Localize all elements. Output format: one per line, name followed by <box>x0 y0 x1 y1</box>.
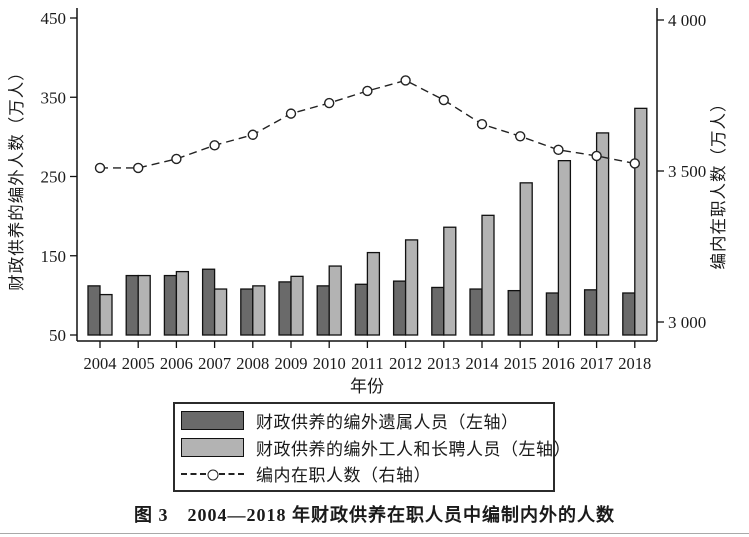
staff-line-point-2006 <box>171 153 182 165</box>
x-tick-label-2014: 2014 <box>466 354 499 373</box>
bar-workers-2018 <box>634 107 648 336</box>
legend: 财政供养的编外遗属人员（左轴） 财政供养的编外工人和长聘人员（左轴） 编内在职人… <box>173 402 571 492</box>
x-tick-label-2012: 2012 <box>389 354 422 373</box>
bar-survivors-2006 <box>163 274 178 336</box>
legend-dashed-line-marker <box>181 469 244 481</box>
x-tick-label-2008: 2008 <box>236 354 269 373</box>
bar-survivors-2017 <box>583 289 598 336</box>
bar-survivors-2009 <box>278 281 292 336</box>
bar-survivors-2008 <box>240 288 254 336</box>
left-axis-tick-label: 450 <box>41 9 67 28</box>
x-tick-label-2013: 2013 <box>427 354 460 373</box>
staff-line-point-2011 <box>362 85 373 97</box>
bar-workers-2012 <box>404 239 419 336</box>
staff-line-point-2017 <box>591 150 602 162</box>
staff-line-point-2004 <box>94 162 106 174</box>
legend-label-survivors: 财政供养的编外遗属人员（左轴） <box>256 412 519 432</box>
bar-survivors-2013 <box>431 286 445 336</box>
staff-line-point-2018 <box>629 158 640 169</box>
staff-line-point-2012 <box>400 75 411 86</box>
staff-line-point-2013 <box>438 94 449 106</box>
legend-swatch-survivors-bar <box>181 410 244 430</box>
bar-survivors-2005 <box>125 274 139 336</box>
bar-workers-2005 <box>137 274 151 336</box>
x-tick-label-2005: 2005 <box>122 354 155 373</box>
right-axis-tick-label: 3 500 <box>668 162 706 181</box>
bar-survivors-2004 <box>87 285 101 336</box>
x-axis-label: 年份 <box>350 377 384 396</box>
legend-label-workers: 财政供养的编外工人和长聘人员（左轴） <box>256 439 571 459</box>
x-tick-label-2010: 2010 <box>313 354 346 373</box>
bar-workers-2010 <box>328 265 342 336</box>
staff-line-point-2014 <box>476 118 488 130</box>
bar-workers-2014 <box>481 214 495 336</box>
right-axis-tick-label: 4 000 <box>668 11 706 30</box>
bar-survivors-2011 <box>354 283 369 336</box>
left-axis-tick-label: 250 <box>41 168 67 187</box>
legend-label-staff-line: 编内在职人数（右轴） <box>256 466 431 486</box>
x-tick-label-2004: 2004 <box>84 354 117 373</box>
bar-workers-2006 <box>175 270 190 336</box>
bar-survivors-2016 <box>545 292 560 336</box>
staff-line-point-2005 <box>132 162 144 174</box>
bar-survivors-2010 <box>316 285 330 336</box>
x-tick-label-2015: 2015 <box>504 354 537 373</box>
bar-workers-2011 <box>366 251 381 336</box>
x-tick-label-2006: 2006 <box>160 354 193 373</box>
bar-survivors-2018 <box>622 292 636 336</box>
staff-line-point-2015 <box>515 131 526 142</box>
x-tick-label-2011: 2011 <box>351 354 383 373</box>
right-axis-tick-label: 3 000 <box>668 313 706 332</box>
bar-survivors-2014 <box>469 288 483 336</box>
legend-item-staff-line: 编内在职人数（右轴） <box>181 461 553 486</box>
bar-survivors-2015 <box>507 289 521 336</box>
staff-line-point-2016 <box>553 144 564 156</box>
x-tick-label-2007: 2007 <box>198 354 231 373</box>
left-axis-tick-label: 350 <box>41 88 67 107</box>
staff-line-point-2010 <box>324 97 335 109</box>
bar-workers-2013 <box>443 226 457 336</box>
bar-workers-2017 <box>595 132 610 336</box>
bar-survivors-2012 <box>392 280 407 336</box>
left-axis-tick-label: 50 <box>49 326 66 345</box>
left-axis-tick-label: 150 <box>41 247 67 266</box>
x-tick-label-2009: 2009 <box>275 354 308 373</box>
legend-item-survivors: 财政供养的编外遗属人员（左轴） <box>181 408 553 433</box>
bar-workers-2007 <box>213 288 228 336</box>
bar-workers-2009 <box>290 275 304 336</box>
figure-caption: 图 3 2004—2018 年财政供养在职人员中编制内外的人数 <box>134 505 615 525</box>
bar-workers-2016 <box>557 159 572 336</box>
x-tick-label-2017: 2017 <box>580 354 613 373</box>
bar-workers-2008 <box>252 285 266 336</box>
legend-item-workers: 财政供养的编外工人和长聘人员（左轴） <box>181 435 571 460</box>
staff-line-point-2007 <box>209 140 220 151</box>
x-tick-label-2016: 2016 <box>542 354 575 373</box>
staff-line-point-2009 <box>285 108 297 119</box>
right-axis-title: 编内在职人数（万人） <box>709 95 728 270</box>
legend-open-circle-icon <box>207 469 218 481</box>
dual-axis-chart: 50 150 250 350 450 3 000 3 500 4 000 2004 2005 200… <box>7 8 728 396</box>
bottom-divider <box>0 533 749 534</box>
bar-workers-2004 <box>99 293 113 336</box>
staff-line-point-2008 <box>247 129 259 140</box>
bar-workers-2015 <box>519 182 533 336</box>
bar-survivors-2007 <box>201 268 216 336</box>
legend-swatch-workers-bar <box>181 437 244 457</box>
x-tick-label-2018: 2018 <box>618 354 651 373</box>
left-axis-title: 财政供养的编外人数（万人） <box>7 63 26 291</box>
